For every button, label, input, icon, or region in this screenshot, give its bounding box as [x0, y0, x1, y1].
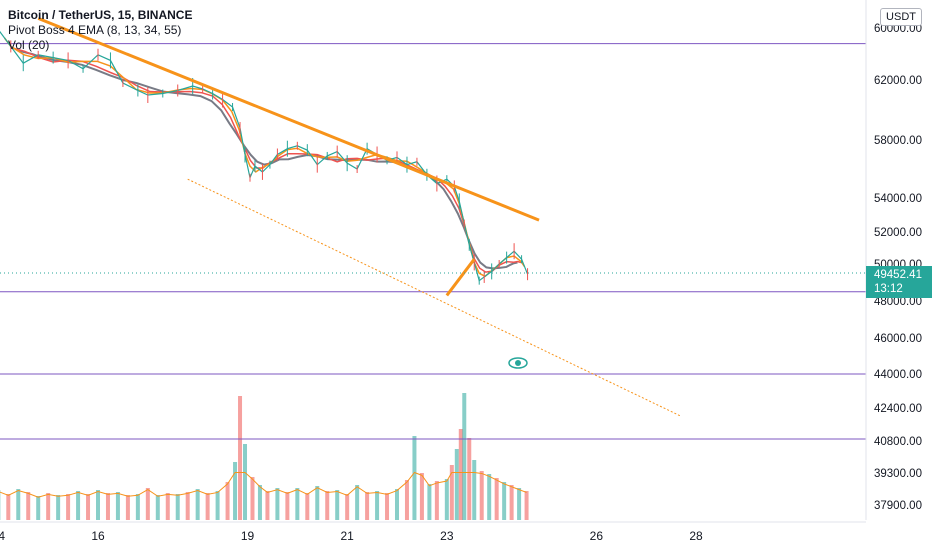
ema-13-line [5, 38, 525, 276]
price-line [0, 30, 528, 281]
time-axis[interactable]: 14 16 19 21 23 26 28 [0, 529, 703, 543]
price-tick-label: 52000.00 [874, 227, 922, 239]
volume-bar [445, 479, 449, 520]
volume-bar [525, 491, 529, 520]
trendline-solid [447, 259, 474, 295]
volume-bar [166, 493, 170, 520]
volume-bar [355, 485, 359, 520]
volume-bar [375, 491, 379, 520]
price-tick-label: 39300.00 [874, 468, 922, 480]
volume-bar [265, 491, 269, 520]
volume-bar [345, 494, 349, 520]
price-tick-label: 42400.00 [874, 403, 922, 415]
volume-bar [226, 482, 230, 520]
last-price-tag: 49452.41 13:12 [866, 266, 932, 298]
volume-bar [405, 480, 409, 520]
trendlines[interactable] [38, 18, 681, 416]
volume-bar [96, 490, 100, 520]
time-tick-label: 16 [91, 529, 105, 543]
volume-bar [275, 488, 279, 520]
volume-bar [238, 396, 242, 520]
volume-bar [26, 492, 30, 520]
volume-bar [243, 444, 247, 520]
volume-bar [395, 489, 399, 520]
volume-bar [502, 482, 506, 520]
volume-bar [472, 460, 476, 520]
volume-bar [495, 478, 499, 520]
volume-layer [0, 393, 529, 520]
volume-bar [186, 492, 190, 520]
volume-bar [136, 494, 140, 520]
time-tick-label: 19 [241, 529, 255, 543]
volume-bar [106, 493, 110, 520]
volume-bar [480, 471, 484, 520]
volume-bar [385, 493, 389, 520]
currency-button[interactable]: USDT [880, 8, 922, 26]
volume-bar [258, 485, 262, 520]
volume-bar [216, 491, 220, 520]
ema-55-line [18, 51, 518, 269]
volume-bar [46, 493, 50, 520]
volume-bar [335, 490, 339, 520]
volume-bar [146, 488, 150, 520]
volume-bar [126, 495, 130, 520]
volume-bar [459, 429, 463, 520]
price-tick-label: 37900.00 [874, 500, 922, 512]
volume-bar [176, 494, 180, 520]
volume-bar [305, 493, 309, 520]
ema-34-line [11, 47, 521, 272]
time-tick-label: 28 [689, 529, 703, 543]
volume-bar [233, 462, 237, 520]
volume-bar [206, 493, 210, 520]
last-price-value: 49452.41 [874, 268, 932, 282]
time-tick-label: 21 [340, 529, 354, 543]
chart-legend: Bitcoin / TetherUS, 15, BINANCE Pivot Bo… [8, 8, 192, 53]
price-tick-label: 46000.00 [874, 333, 922, 345]
price-tick-label: 58000.00 [874, 135, 922, 147]
volume-bar [76, 491, 80, 520]
volume-bar [462, 393, 466, 520]
eye-icon[interactable] [509, 358, 527, 368]
price-tick-label: 44000.00 [874, 369, 922, 381]
volume-bar [325, 491, 329, 520]
volume-bar [295, 488, 299, 520]
price-tick-label: 62000.00 [874, 75, 922, 87]
volume-bar [36, 496, 40, 520]
volume-bar [412, 436, 416, 520]
time-tick-label: 14 [0, 529, 5, 543]
price-tick-label: 54000.00 [874, 193, 922, 205]
trendline-dotted [188, 179, 681, 416]
volume-bar [510, 485, 514, 520]
volume-bar [455, 449, 459, 520]
volume-bar [420, 473, 424, 520]
volume-bar [427, 484, 431, 520]
price-tick-label: 40800.00 [874, 436, 922, 448]
legend-indicator[interactable]: Pivot Boss 4 EMA (8, 13, 34, 55) [8, 23, 192, 38]
legend-symbol[interactable]: Bitcoin / TetherUS, 15, BINANCE [8, 8, 192, 23]
volume-bar [467, 438, 471, 520]
volume-bar [6, 494, 10, 520]
volume-bar [66, 494, 70, 520]
legend-volume[interactable]: Vol (20) [8, 38, 192, 53]
time-tick-label: 23 [440, 529, 454, 543]
volume-bar [196, 489, 200, 520]
volume-bar [156, 495, 160, 520]
volume-bar [56, 495, 60, 520]
volume-bar [435, 481, 439, 520]
volume-bar [315, 486, 319, 520]
volume-bar [285, 492, 289, 520]
volume-bar [86, 494, 90, 520]
horizontal-levels[interactable] [0, 44, 866, 439]
volume-bar [517, 488, 521, 520]
countdown-timer: 13:12 [874, 282, 932, 296]
volume-bar [116, 492, 120, 520]
time-tick-label: 26 [590, 529, 604, 543]
volume-bar [365, 492, 369, 520]
volume-bar [250, 477, 254, 520]
price-layer [0, 26, 528, 285]
volume-bar [487, 474, 491, 520]
volume-bar [16, 489, 20, 520]
